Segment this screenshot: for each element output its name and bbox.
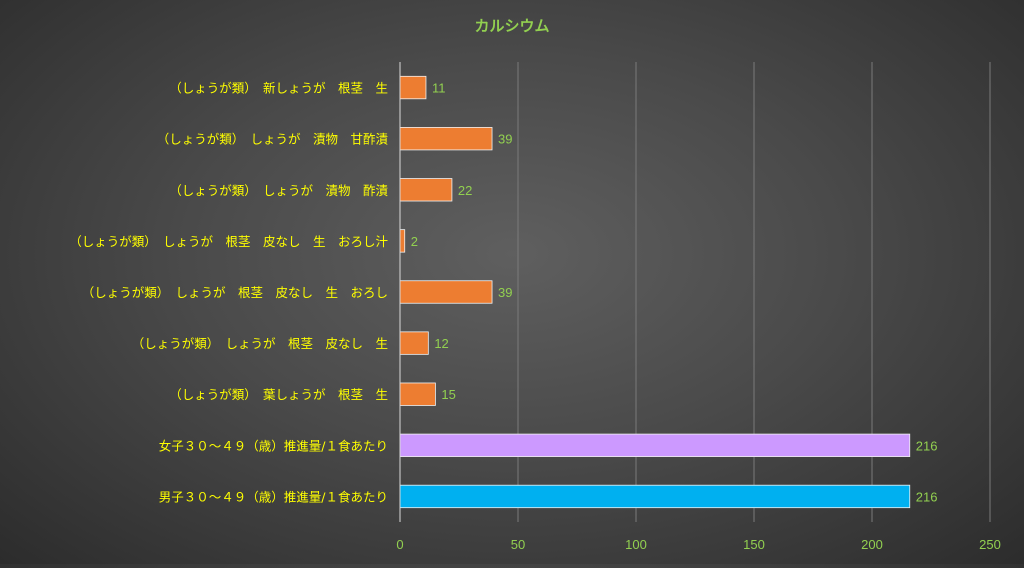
- data-label: 39: [498, 132, 512, 147]
- x-tick-label: 250: [979, 537, 1001, 552]
- category-label: （しょうが類） 葉しょうが 根茎 生: [169, 387, 388, 402]
- category-label: （しょうが類） しょうが 根茎 皮なし 生: [132, 336, 388, 351]
- bar: [399, 229, 406, 253]
- category-label: 男子３０～４９（歳）推進量/１食あたり: [159, 489, 388, 504]
- category-label: 女子３０～４９（歳）推進量/１食あたり: [159, 438, 388, 453]
- bar: [399, 75, 427, 100]
- bars: [399, 75, 911, 509]
- category-label: （しょうが類） しょうが 根茎 皮なし 生 おろし: [82, 285, 388, 300]
- data-label: 22: [458, 183, 472, 198]
- category-label: （しょうが類） しょうが 漬物 酢漬: [169, 183, 388, 198]
- x-tick-label: 100: [625, 537, 647, 552]
- bar: [399, 178, 453, 202]
- bar: [399, 331, 429, 355]
- data-label: 39: [498, 285, 512, 300]
- category-label: （しょうが類） しょうが 漬物 甘酢漬: [157, 132, 389, 147]
- chart-title: カルシウム: [474, 17, 549, 35]
- x-tick-label: 150: [743, 537, 765, 552]
- category-label: （しょうが類） 新しょうが 根茎 生: [169, 81, 388, 96]
- x-tick-label: 0: [396, 537, 403, 552]
- data-label: 12: [434, 336, 448, 351]
- data-label: 216: [916, 438, 938, 453]
- data-label: 15: [441, 387, 455, 402]
- bar: [399, 382, 436, 406]
- x-tick-label: 50: [511, 537, 525, 552]
- bar: [399, 127, 493, 151]
- data-label: 11: [432, 81, 446, 96]
- data-label: 2: [411, 234, 418, 249]
- bar: [399, 484, 911, 509]
- bar: [399, 433, 911, 457]
- x-tick-label: 200: [861, 537, 883, 552]
- category-label: （しょうが類） しょうが 根茎 皮なし 生 おろし汁: [69, 234, 388, 249]
- labels: 0 50 100 150 200 250 11 （しょうが類） 新しょうが 根茎 生 39 （しょ…: [69, 81, 1001, 552]
- data-label: 216: [916, 489, 938, 504]
- bar: [399, 280, 493, 304]
